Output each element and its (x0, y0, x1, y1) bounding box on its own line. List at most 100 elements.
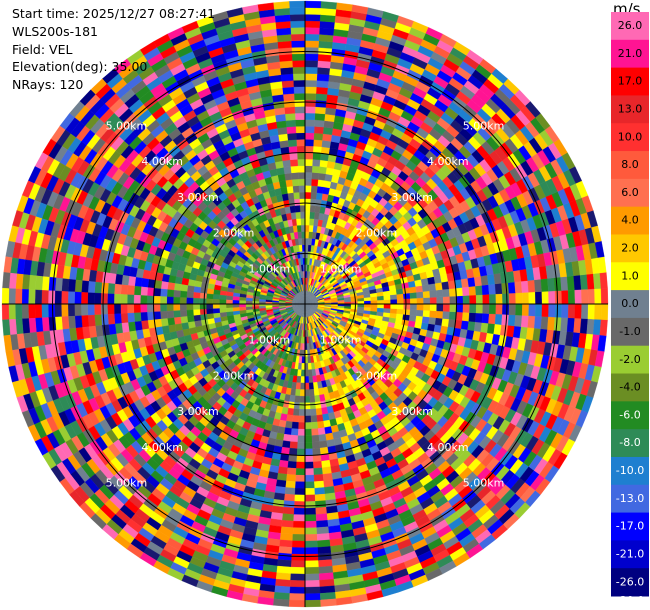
velocity-cell (317, 179, 325, 188)
velocity-cell (199, 298, 207, 305)
velocity-cell (288, 454, 298, 463)
velocity-cell (28, 289, 36, 305)
velocity-cell (289, 152, 298, 161)
velocity-cell (21, 318, 31, 334)
velocity-cell (279, 60, 293, 69)
velocity-cell (314, 493, 326, 502)
velocity-cell (574, 289, 582, 305)
velocity-cell (277, 47, 293, 56)
velocity-cell (315, 86, 328, 95)
velocity-cell (292, 415, 300, 423)
velocity-cell (273, 1, 290, 10)
velocity-cell (219, 294, 227, 301)
velocity-cell (449, 295, 457, 305)
velocity-cell (286, 467, 297, 476)
velocity-cell (94, 292, 102, 305)
velocity-cell (284, 106, 296, 115)
velocity-cell (467, 277, 476, 287)
velocity-cell (415, 285, 424, 293)
velocity-cell (283, 99, 295, 108)
velocity-cell (140, 286, 148, 296)
velocity-cell (159, 296, 168, 305)
velocity-cell (289, 441, 298, 449)
velocity-cell (304, 86, 317, 94)
velocity-cell (114, 283, 122, 295)
velocity-cell (281, 80, 294, 88)
velocity-cell (186, 285, 195, 293)
velocity-cell (140, 303, 148, 313)
velocity-cell (313, 139, 323, 147)
velocity-cell (206, 293, 214, 300)
velocity-cell (304, 0, 322, 9)
velocity-cell (280, 73, 294, 82)
velocity-cell (315, 99, 327, 108)
velocity-cell (322, 466, 332, 475)
velocity-cell (206, 303, 214, 310)
velocity-cell (21, 274, 31, 290)
velocity-cell (114, 313, 122, 325)
velocity-cell (553, 276, 562, 292)
velocity-cell (314, 480, 325, 489)
velocity-cell (285, 420, 293, 429)
velocity-cell (100, 293, 108, 305)
velocity-cell (282, 506, 295, 515)
velocity-cell (47, 290, 56, 305)
velocity-cell (313, 212, 320, 220)
velocity-cell (304, 593, 321, 601)
velocity-cell (199, 303, 207, 310)
velocity-cell (273, 7, 290, 16)
velocity-cell (293, 507, 306, 515)
velocity-cell (410, 297, 418, 305)
velocity-cell (186, 303, 194, 311)
velocity-cell (120, 303, 128, 314)
velocity-cell (239, 296, 247, 302)
velocity-cell (290, 165, 299, 174)
velocity-cell (294, 395, 301, 403)
velocity-cell (304, 455, 314, 463)
velocity-cell (409, 292, 417, 299)
velocity-cell (280, 67, 294, 75)
velocity-cell (282, 93, 295, 102)
velocity-cell (314, 119, 325, 128)
velocity-cell (199, 309, 207, 316)
velocity-cell (297, 428, 306, 436)
velocity-cell (186, 291, 194, 299)
velocity-cell (416, 291, 424, 299)
velocity-cell (311, 172, 319, 180)
velocity-cell (289, 159, 298, 167)
velocity-cell (290, 20, 306, 28)
velocity-cell (292, 185, 300, 193)
velocity-cell (317, 552, 333, 561)
velocity-cell (8, 319, 17, 336)
velocity-cell (295, 389, 301, 397)
velocity-cell (304, 488, 316, 496)
velocity-cell (166, 303, 174, 312)
velocity-cell (160, 281, 169, 290)
velocity-cell (300, 389, 306, 397)
velocity-cell (21, 303, 29, 319)
velocity-cell (275, 20, 291, 30)
velocity-cell (456, 295, 464, 305)
velocity-cell (275, 578, 291, 588)
velocity-cell (594, 288, 602, 305)
velocity-cell (292, 527, 306, 535)
velocity-cell (280, 526, 294, 535)
velocity-cell (310, 185, 318, 193)
velocity-cell (291, 46, 306, 55)
velocity-cell (304, 395, 311, 403)
velocity-cell (288, 401, 295, 409)
velocity-cell (298, 191, 306, 199)
velocity-cell (304, 237, 309, 245)
velocity-cell (290, 388, 297, 396)
velocity-cell (133, 312, 142, 323)
velocity-cell (298, 356, 303, 364)
velocity-cell (318, 559, 333, 568)
velocity-cell (548, 290, 556, 305)
velocity-cell (312, 454, 322, 463)
velocity-cell (429, 290, 437, 298)
velocity-cell (475, 294, 483, 305)
velocity-cell (298, 422, 306, 430)
velocity-cell (94, 314, 103, 327)
velocity-cell (308, 231, 313, 239)
velocity-cell (219, 303, 227, 309)
